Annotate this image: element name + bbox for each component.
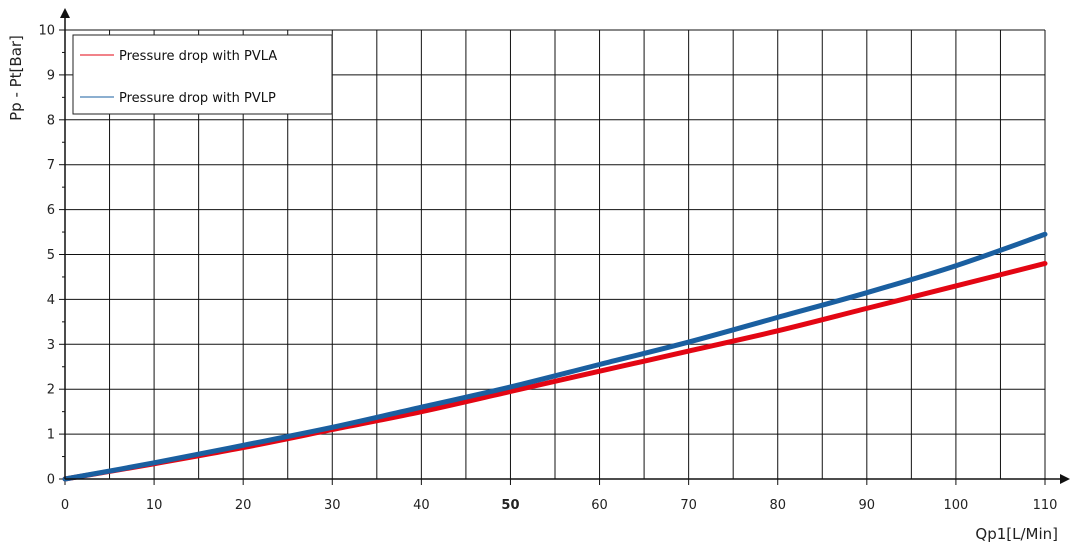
x-tick-label: 20 [235, 498, 252, 513]
x-tick-label: 80 [769, 498, 786, 513]
x-tick-label: 50 [501, 498, 519, 513]
x-axis-arrow-icon [1060, 474, 1070, 484]
x-tick-label: 0 [61, 498, 69, 513]
x-tick-label: 30 [324, 498, 341, 513]
series-line-pvlp [62, 231, 1048, 482]
x-tick-label: 40 [413, 498, 430, 513]
y-tick-label: 2 [47, 383, 55, 398]
y-tick-label: 5 [47, 248, 55, 263]
axes [60, 8, 1070, 484]
x-tick-label: 110 [1033, 498, 1058, 513]
x-tick-label: 70 [680, 498, 697, 513]
y-tick-label: 1 [47, 428, 55, 443]
y-tick-label: 3 [47, 338, 55, 353]
x-tick-label: 100 [943, 498, 968, 513]
y-tick-label: 6 [47, 203, 55, 218]
series-lines [62, 231, 1048, 482]
x-tick-label: 90 [859, 498, 876, 513]
x-tick-label: 60 [591, 498, 608, 513]
y-tick-label: 4 [47, 293, 55, 308]
y-tick-label: 8 [47, 113, 55, 128]
y-tick-label: 0 [47, 473, 55, 488]
y-axis-arrow-icon [60, 8, 70, 18]
y-tick-label: 7 [47, 158, 55, 173]
legend-label-pvla: Pressure drop with PVLA [119, 49, 277, 64]
legend-box [72, 34, 333, 115]
y-axis-label: Pp - Pt[Bar] [7, 35, 25, 121]
y-tick-label: 10 [38, 24, 55, 39]
x-tick-label: 10 [146, 498, 163, 513]
x-axis-label: Qp1[L/Min] [975, 525, 1058, 543]
y-tick-label: 9 [47, 68, 55, 83]
legend-label-pvlp: Pressure drop with PVLP [119, 91, 276, 106]
legend: Pressure drop with PVLA Pressure drop wi… [72, 34, 333, 115]
